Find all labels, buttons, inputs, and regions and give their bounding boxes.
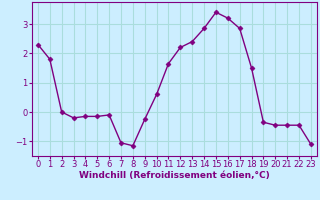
X-axis label: Windchill (Refroidissement éolien,°C): Windchill (Refroidissement éolien,°C) [79,171,270,180]
